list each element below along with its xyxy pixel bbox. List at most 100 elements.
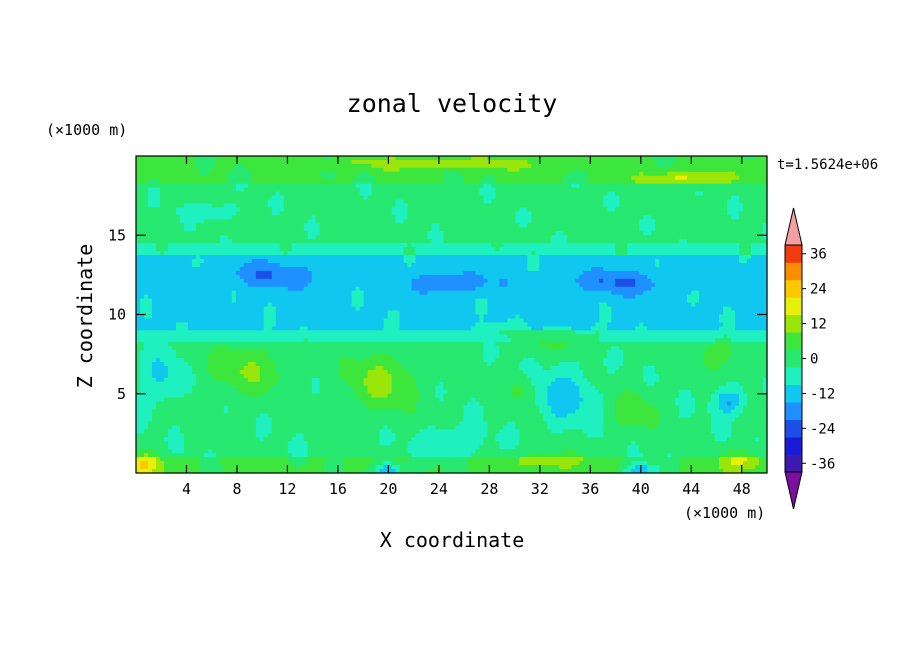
field-cell [595, 163, 600, 169]
field-cell [559, 219, 564, 224]
field-cell [379, 262, 385, 268]
field-cell [171, 266, 177, 272]
field-cell [191, 171, 197, 177]
field-cell [463, 278, 469, 284]
field-cell [279, 270, 285, 276]
field-cell [215, 207, 221, 213]
field-cell [711, 159, 716, 165]
field-cell [327, 167, 333, 173]
field-cell [511, 259, 516, 264]
field-cell [299, 235, 305, 240]
field-cell [439, 207, 445, 213]
field-cell [583, 191, 588, 197]
field-cell [455, 203, 461, 209]
field-cell [295, 179, 301, 185]
field-cell [323, 223, 329, 228]
field-cell [579, 262, 584, 268]
field-cell [667, 259, 672, 264]
field-cell [723, 156, 728, 161]
field-cell [251, 231, 257, 236]
field-cell [379, 199, 385, 205]
field-cell [447, 183, 453, 189]
field-cell [703, 167, 708, 173]
field-cell [751, 211, 756, 217]
field-cell [607, 183, 612, 189]
field-cell [631, 199, 636, 205]
field-cell [367, 255, 373, 260]
field-cell [191, 223, 197, 228]
field-cell [575, 247, 580, 252]
field-cell [471, 266, 477, 272]
field-cell [263, 156, 269, 161]
field-cell [319, 251, 325, 256]
field-cell [571, 171, 576, 177]
field-cell [399, 175, 405, 181]
field-cell [343, 255, 349, 260]
field-cell [395, 195, 401, 201]
field-cell [295, 266, 301, 272]
field-cell [471, 255, 477, 260]
field-cell [703, 156, 708, 161]
field-cell [419, 262, 425, 268]
field-cell [427, 167, 433, 173]
field-cell [723, 251, 728, 256]
field-cell [443, 227, 449, 232]
field-cell [727, 191, 732, 197]
field-cell [235, 211, 241, 217]
field-cell [539, 163, 544, 169]
field-cell [363, 167, 369, 173]
field-cell [735, 266, 740, 272]
field-cell [195, 195, 201, 201]
field-cell [403, 239, 409, 244]
field-cell [347, 255, 353, 260]
field-cell [259, 203, 265, 209]
field-cell [295, 167, 301, 173]
field-cell [403, 175, 409, 181]
field-cell [571, 167, 576, 173]
field-cell [463, 243, 469, 248]
field-cell [263, 211, 269, 217]
field-cell [411, 270, 417, 276]
field-cell [699, 247, 704, 252]
field-cell [455, 191, 461, 197]
field-cell [267, 239, 273, 244]
field-cell [507, 223, 512, 228]
field-cell [419, 247, 425, 252]
field-cell [663, 239, 668, 244]
field-cell [451, 266, 457, 272]
field-cell [243, 227, 249, 232]
field-cell [667, 179, 672, 185]
field-cell [211, 219, 217, 224]
field-cell [467, 231, 473, 236]
field-cell [175, 274, 181, 280]
field-cell [595, 203, 600, 209]
field-cell [571, 255, 576, 260]
field-cell [287, 199, 293, 205]
field-cell [359, 171, 365, 177]
field-cell [283, 199, 289, 205]
field-cell [651, 219, 656, 224]
field-cell [667, 175, 672, 181]
field-cell [199, 227, 205, 232]
field-cell [291, 231, 297, 236]
field-cell [695, 262, 700, 268]
field-cell [543, 163, 548, 169]
field-cell [487, 175, 493, 181]
field-cell [447, 203, 453, 209]
field-cell [399, 171, 405, 177]
field-cell [471, 247, 477, 252]
field-cell [511, 183, 516, 189]
field-cell [611, 231, 616, 236]
field-cell [147, 171, 153, 177]
field-cell [755, 266, 760, 272]
field-cell [179, 171, 185, 177]
field-cell [163, 187, 169, 193]
field-cell [391, 262, 397, 268]
field-cell [647, 203, 652, 209]
field-cell [147, 211, 153, 217]
field-cell [591, 187, 596, 193]
field-cell [371, 223, 377, 228]
field-cell [199, 266, 205, 272]
field-cell [271, 183, 277, 189]
field-cell [747, 211, 752, 217]
